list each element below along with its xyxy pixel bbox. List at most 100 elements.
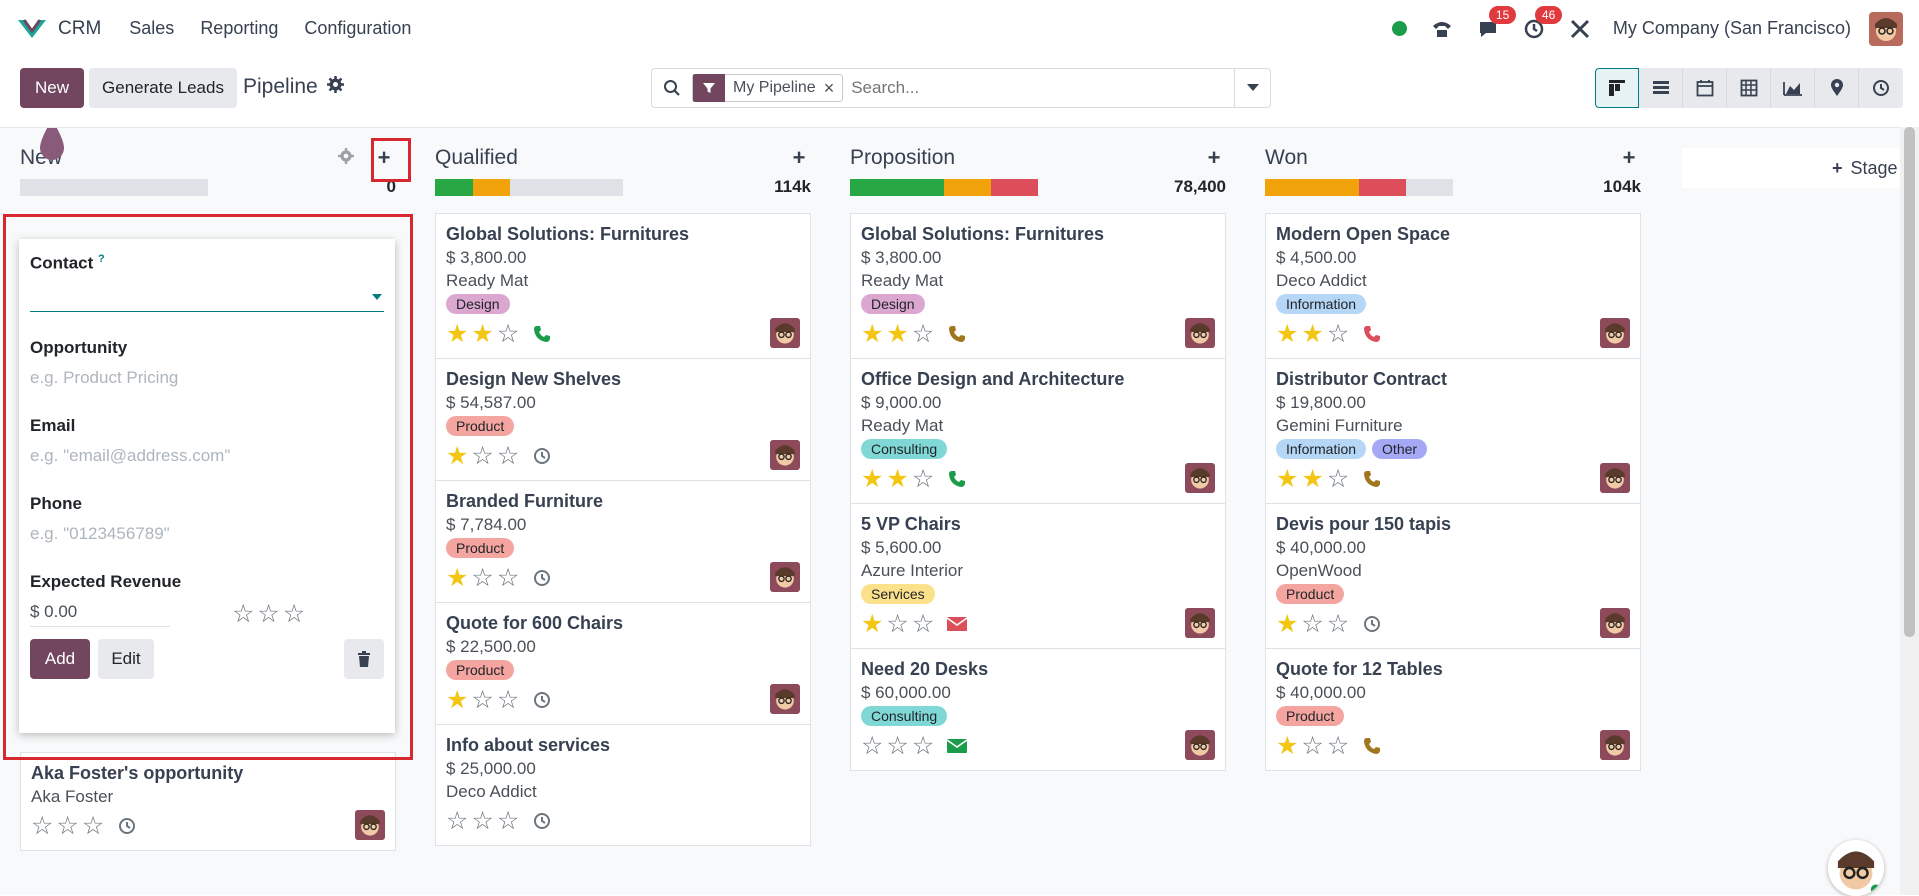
- phone-icon[interactable]: [1361, 468, 1383, 490]
- phone-label: Phone: [30, 493, 82, 513]
- email-icon[interactable]: [946, 613, 968, 635]
- filter-facet[interactable]: My Pipeline ×: [692, 74, 844, 102]
- priority-stars[interactable]: ★ ☆ ☆: [1276, 609, 1350, 638]
- phone-icon[interactable]: [946, 468, 968, 490]
- priority-stars[interactable]: ★ ★ ☆: [446, 319, 520, 348]
- calendar-view-icon[interactable]: [1683, 68, 1727, 108]
- contact-field[interactable]: [30, 284, 384, 312]
- graph-view-icon[interactable]: [1771, 68, 1815, 108]
- activity-clock-icon[interactable]: [1361, 613, 1383, 635]
- quick-add-button[interactable]: +: [1207, 145, 1221, 170]
- opportunity-card[interactable]: Aka Foster's opportunity Aka Foster ☆ ☆ ☆: [20, 752, 396, 851]
- chevron-down-icon[interactable]: [1234, 69, 1270, 107]
- progress-segment[interactable]: [435, 178, 473, 196]
- phone-icon[interactable]: [1361, 323, 1383, 345]
- phone-field[interactable]: e.g. "0123456789": [30, 523, 170, 543]
- priority-stars[interactable]: ☆ ☆ ☆: [861, 731, 935, 760]
- progress-segment[interactable]: [472, 178, 511, 196]
- chat-avatar-bubble[interactable]: [1828, 840, 1884, 896]
- add-stage-button[interactable]: + Stage: [1682, 148, 1900, 188]
- activity-view-icon[interactable]: [1859, 68, 1903, 108]
- priority-stars[interactable]: ★ ★ ☆: [861, 319, 935, 348]
- progress-bar[interactable]: [435, 178, 623, 196]
- email-field[interactable]: e.g. "email@address.com": [30, 445, 231, 465]
- revenue-field[interactable]: $ 0.00: [30, 602, 170, 627]
- user-avatar[interactable]: [1869, 11, 1903, 46]
- opportunity-field[interactable]: e.g. Product Pricing: [30, 367, 179, 387]
- opportunity-card[interactable]: Global Solutions: Furnitures $ 3,800.00 Re…: [435, 213, 811, 358]
- company-switcher[interactable]: My Company (San Francisco): [1612, 18, 1851, 38]
- activity-clock-icon[interactable]: [116, 815, 138, 837]
- quick-add-button[interactable]: +: [1622, 145, 1636, 170]
- opportunity-card[interactable]: Global Solutions: Furnitures $ 3,800.00 Re…: [850, 213, 1226, 358]
- priority-stars[interactable]: ★ ☆ ☆: [446, 563, 520, 592]
- progress-segment[interactable]: [1265, 178, 1359, 196]
- new-button[interactable]: New: [20, 68, 84, 108]
- progress-segment[interactable]: [850, 178, 944, 196]
- activity-clock-icon[interactable]: [531, 689, 553, 711]
- email-icon[interactable]: [946, 735, 968, 757]
- list-view-icon[interactable]: [1639, 68, 1683, 108]
- close-icon[interactable]: ×: [823, 77, 835, 98]
- app-name[interactable]: CRM: [58, 17, 102, 39]
- avatar: [770, 684, 800, 714]
- priority-stars[interactable]: ☆ ☆ ☆: [232, 599, 306, 628]
- add-button[interactable]: Add: [30, 638, 90, 679]
- priority-stars[interactable]: ★ ★ ☆: [1276, 319, 1350, 348]
- crm-logo-icon[interactable]: [16, 17, 48, 41]
- menu-reporting[interactable]: Reporting: [200, 18, 279, 38]
- priority-stars[interactable]: ★ ★ ☆: [1276, 464, 1350, 493]
- edit-button[interactable]: Edit: [98, 638, 154, 679]
- opportunity-card[interactable]: Office Design and Architecture $ 9,000.00…: [850, 358, 1226, 503]
- opportunity-card[interactable]: Info about services $ 25,000.00 Deco Addic…: [435, 724, 811, 846]
- phone-icon[interactable]: [946, 323, 968, 345]
- opportunity-card[interactable]: Distributor Contract $ 19,800.00 Gemini Fu…: [1265, 358, 1641, 503]
- gear-icon[interactable]: [338, 147, 354, 169]
- chevron-down-icon[interactable]: [372, 293, 382, 300]
- progress-segment[interactable]: [944, 178, 991, 196]
- search-input[interactable]: [851, 78, 1234, 98]
- progress-bar[interactable]: [20, 178, 208, 196]
- opportunity-card[interactable]: Quote for 600 Chairs $ 22,500.00 Product ★ ☆…: [435, 602, 811, 724]
- trash-icon[interactable]: [344, 638, 384, 679]
- progress-bar[interactable]: [850, 178, 1038, 196]
- map-pin-icon[interactable]: [1815, 68, 1859, 108]
- menu-sales[interactable]: Sales: [129, 18, 175, 38]
- progress-segment[interactable]: [1359, 178, 1406, 196]
- kanban-view-icon[interactable]: [1595, 68, 1639, 108]
- activity-clock-icon[interactable]: [531, 445, 553, 467]
- opportunity-card[interactable]: Branded Furniture $ 7,784.00 Product ★ ☆ ☆: [435, 480, 811, 602]
- progress-segment[interactable]: [991, 178, 1038, 196]
- contact-label: Contact ?: [30, 253, 105, 273]
- priority-stars[interactable]: ★ ☆ ☆: [1276, 731, 1350, 760]
- tools-icon[interactable]: [1567, 16, 1593, 42]
- activity-clock-icon[interactable]: [531, 810, 553, 832]
- phone-icon[interactable]: [531, 323, 553, 345]
- quick-add-button[interactable]: +: [792, 145, 806, 170]
- activity-clock-icon[interactable]: [531, 567, 553, 589]
- generate-leads-button[interactable]: Generate Leads: [89, 68, 237, 108]
- opportunity-card[interactable]: 5 VP Chairs $ 5,600.00 Azure Interior Servi…: [850, 503, 1226, 648]
- column-total: 0: [386, 177, 396, 196]
- priority-stars[interactable]: ★ ☆ ☆: [446, 685, 520, 714]
- activity-clock-icon[interactable]: 46: [1521, 5, 1563, 42]
- priority-stars[interactable]: ★ ☆ ☆: [446, 441, 520, 470]
- priority-stars[interactable]: ☆ ☆ ☆: [31, 811, 105, 840]
- quick-add-button[interactable]: +: [377, 145, 391, 170]
- priority-stars[interactable]: ★ ☆ ☆: [861, 609, 935, 638]
- phone-icon[interactable]: [1361, 735, 1383, 757]
- opportunity-card[interactable]: Devis pour 150 tapis $ 40,000.00 OpenWood P…: [1265, 503, 1641, 648]
- opportunity-card[interactable]: Modern Open Space $ 4,500.00 Deco Addict In…: [1265, 213, 1641, 358]
- priority-stars[interactable]: ☆ ☆ ☆: [446, 806, 520, 835]
- opportunity-card[interactable]: Design New Shelves $ 54,587.00 Product ★ ☆ ☆: [435, 358, 811, 480]
- pivot-view-icon[interactable]: [1727, 68, 1771, 108]
- priority-stars[interactable]: ★ ★ ☆: [861, 464, 935, 493]
- opportunity-card[interactable]: Need 20 Desks $ 60,000.00 Consulting ☆ ☆ ☆: [850, 648, 1226, 771]
- phone-icon[interactable]: [1429, 16, 1455, 42]
- progress-bar[interactable]: [1265, 178, 1453, 196]
- gear-icon[interactable]: [326, 75, 344, 99]
- menu-configuration[interactable]: Configuration: [304, 18, 412, 38]
- chat-icon[interactable]: 15: [1475, 5, 1517, 42]
- opportunity-card[interactable]: Quote for 12 Tables $ 40,000.00 Product ★ ☆ ☆: [1265, 648, 1641, 771]
- scrollbar[interactable]: [1900, 127, 1919, 895]
